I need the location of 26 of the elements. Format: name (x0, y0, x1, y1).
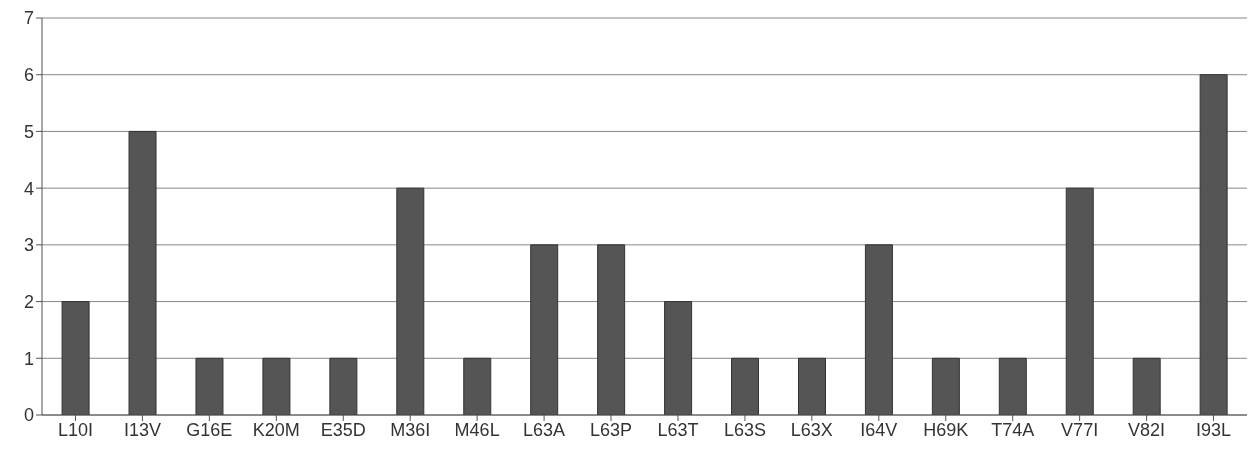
x-tick-label: M36I (390, 419, 431, 440)
y-tick-label: 6 (23, 65, 34, 86)
y-tick-label: 1 (23, 348, 34, 369)
y-tick-label: 4 (23, 178, 34, 199)
x-tick-label: T74A (991, 419, 1035, 440)
x-tick-label: L63X (790, 419, 833, 440)
y-tick-label: 2 (23, 291, 34, 312)
x-tick-label: L10I (57, 419, 93, 440)
x-tick-label: L63A (523, 419, 566, 440)
x-tick-label: E35D (320, 419, 366, 440)
x-tick-label: L63S (723, 419, 766, 440)
x-tick-label: H69K (923, 419, 969, 440)
y-tick-label: 7 (23, 8, 34, 29)
y-tick-label: 3 (23, 235, 34, 256)
x-tick-label: V82I (1128, 419, 1166, 440)
y-tick-label: 5 (23, 121, 34, 142)
x-tick-label: L63T (657, 419, 699, 440)
x-tick-label: V77I (1061, 419, 1099, 440)
x-tick-label: K20M (252, 419, 300, 440)
x-tick-label: G16E (186, 419, 233, 440)
x-tick-label: I13V (123, 419, 161, 440)
x-tick-label: M46L (454, 419, 500, 440)
x-tick-label: L63P (590, 419, 633, 440)
x-tick-label: I64V (860, 419, 898, 440)
y-tick-label: 0 (23, 405, 34, 426)
x-tick-label: I93L (1196, 419, 1232, 440)
